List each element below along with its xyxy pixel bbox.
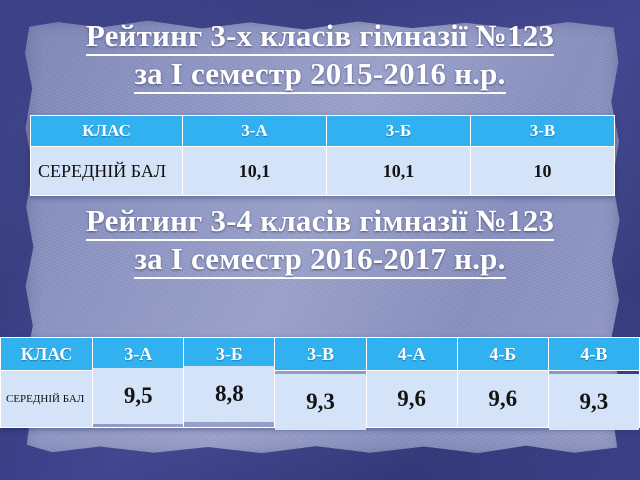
column-header-class: КЛАС [30, 115, 183, 147]
value-4b: 9,6 [456, 370, 549, 428]
column-header-3b: 3-Б [326, 115, 471, 147]
column-header-3v: 3-В [274, 337, 367, 371]
title-second-line1: Рейтинг 3-4 класів гімназії №123 [85, 203, 555, 241]
value-3b: 8,8 [183, 365, 276, 423]
title-first: Рейтинг 3-х класів гімназії №123 за I се… [0, 18, 640, 94]
row-label-average-score: СЕРЕДНІЙ БАЛ [0, 370, 94, 428]
column-header-3v: 3-В [470, 115, 615, 147]
column-header-4v: 4-В [547, 337, 640, 371]
table-header-row: КЛАС 3-А 3-Б 3-В [30, 115, 615, 147]
value-3v: 9,3 [274, 373, 367, 431]
title-second-line2: за I семестр 2016-2017 н.р. [134, 241, 506, 279]
table-row: СЕРЕДНІЙ БАЛ 9,5 8,8 9,3 9,6 9,6 9,3 [0, 365, 640, 431]
value-3a: 9,5 [92, 367, 185, 425]
title-first-line1: Рейтинг 3-х класів гімназії №123 [85, 18, 555, 56]
value-4v: 9,3 [547, 373, 640, 431]
column-header-class: КЛАС [0, 337, 94, 371]
column-header-4a: 4-А [365, 337, 458, 371]
title-second: Рейтинг 3-4 класів гімназії №123 за I се… [0, 203, 640, 279]
column-header-3a: 3-А [92, 337, 185, 371]
value-3v: 10 [470, 146, 615, 196]
value-3a: 10,1 [182, 146, 327, 196]
title-first-line2: за I семестр 2015-2016 н.р. [134, 56, 506, 94]
column-header-3a: 3-А [182, 115, 327, 147]
grade-table-2016-2017: КЛАС 3-А 3-Б 3-В 4-А 4-Б 4-В СЕРЕДНІЙ БА… [0, 337, 640, 431]
table-header-row: КЛАС 3-А 3-Б 3-В 4-А 4-Б 4-В [0, 337, 640, 371]
column-header-4b: 4-Б [456, 337, 549, 371]
table-row: СЕРЕДНІЙ БАЛ 10,1 10,1 10 [30, 146, 615, 196]
row-label-average-score: СЕРЕДНІЙ БАЛ [30, 146, 183, 196]
grade-table-2015-2016: КЛАС 3-А 3-Б 3-В СЕРЕДНІЙ БАЛ 10,1 10,1 … [30, 115, 615, 196]
value-4a: 9,6 [365, 370, 458, 428]
value-3b: 10,1 [326, 146, 471, 196]
